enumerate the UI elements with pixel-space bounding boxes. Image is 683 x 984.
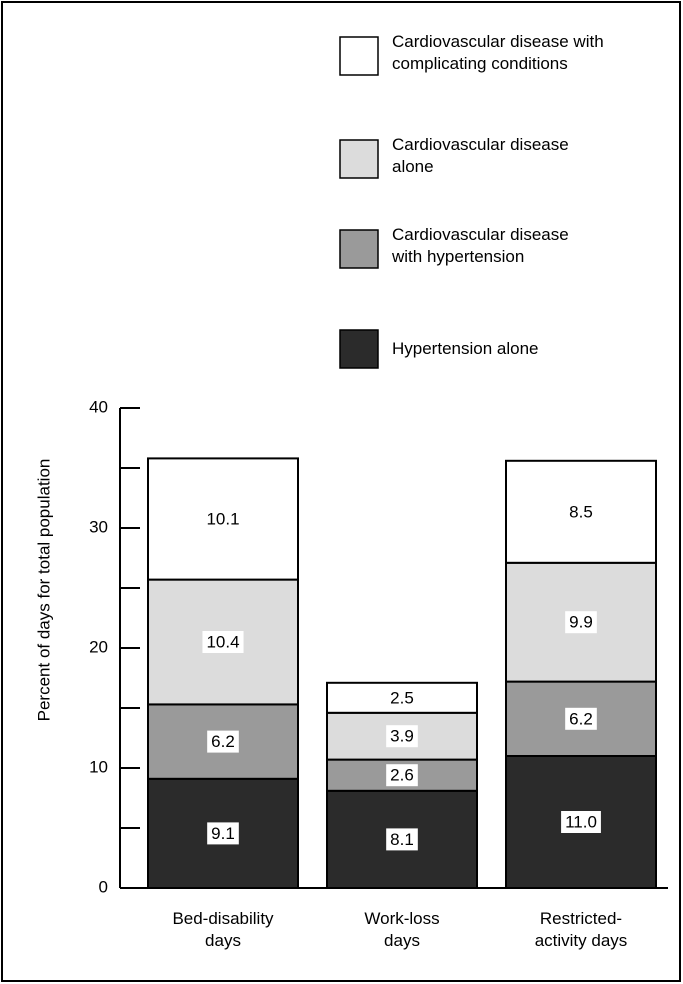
legend-swatch — [339, 139, 379, 179]
y-tick-label: 30 — [89, 517, 108, 536]
value-label: 6.2 — [211, 732, 235, 751]
value-label-box — [386, 828, 418, 851]
legend-label: Hypertension alone — [392, 339, 539, 358]
value-label: 2.5 — [390, 688, 414, 707]
legend-swatch — [339, 36, 379, 76]
value-label: 3.9 — [390, 727, 414, 746]
value-label-box — [386, 764, 418, 787]
value-label-box — [565, 707, 597, 730]
value-label: 2.6 — [390, 766, 414, 785]
value-label: 10.1 — [206, 509, 239, 528]
legend-swatch — [339, 229, 379, 269]
legend-label: Cardiovascular disease with complicating… — [392, 32, 604, 73]
y-tick-label: 40 — [89, 397, 108, 416]
legend-label: Cardiovascular disease alone — [392, 135, 569, 176]
value-label: 9.9 — [569, 613, 593, 632]
value-label: 8.1 — [390, 830, 414, 849]
y-axis-label: Percent of days for total population — [34, 459, 53, 722]
value-label-box — [565, 611, 597, 634]
value-label-box — [561, 811, 601, 833]
y-tick-label: 0 — [99, 877, 108, 896]
y-tick-label: 20 — [89, 637, 108, 656]
value-label-box — [386, 725, 418, 748]
x-tick-label: Bed-disability days — [172, 909, 274, 950]
value-label: 10.4 — [206, 632, 239, 651]
y-tick-label: 10 — [89, 757, 108, 776]
value-label: 8.5 — [569, 502, 593, 521]
value-label-box — [202, 631, 244, 653]
value-label: 11.0 — [565, 812, 597, 831]
value-label: 9.1 — [211, 824, 235, 843]
value-label-box — [207, 822, 239, 845]
x-tick-label: Restricted- activity days — [534, 909, 628, 950]
legend-swatch — [339, 329, 379, 369]
x-tick-label: Work-loss days — [364, 909, 440, 950]
value-label-box — [207, 730, 239, 753]
value-label-box — [386, 686, 418, 709]
value-label: 6.2 — [569, 709, 593, 728]
value-label-box — [202, 508, 244, 530]
legend-label: Cardiovascular disease with hypertension — [392, 225, 569, 266]
value-label-box — [565, 500, 597, 523]
